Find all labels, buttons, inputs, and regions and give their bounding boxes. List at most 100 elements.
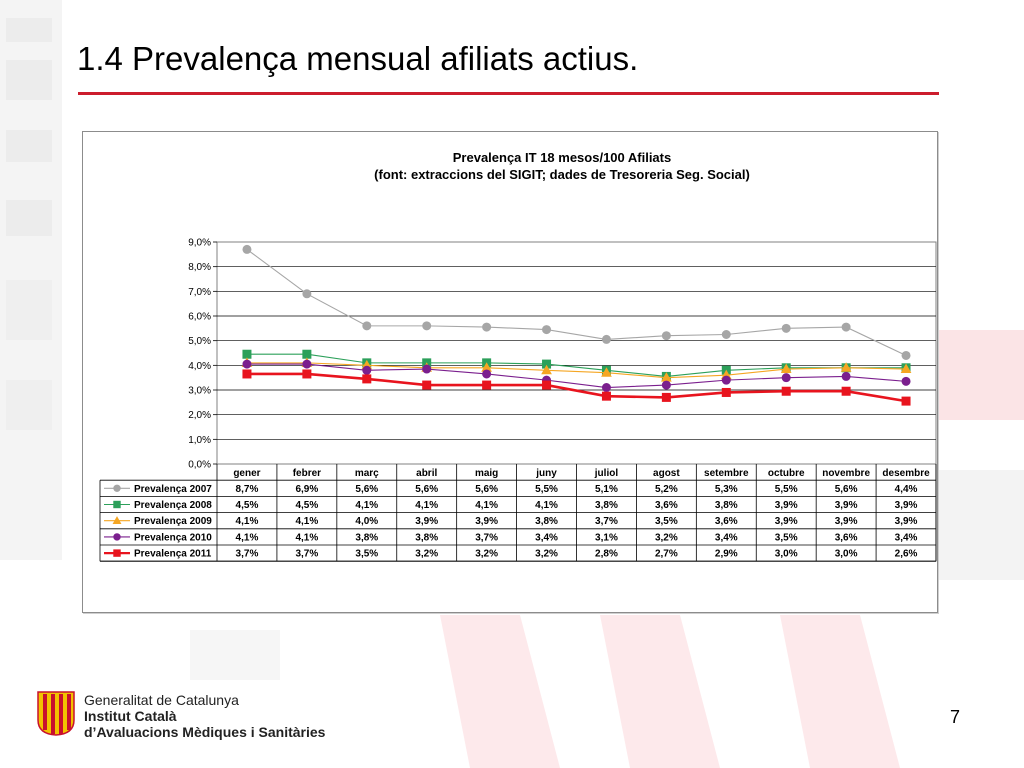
series-marker	[113, 549, 121, 557]
table-value-cell: 5,6%	[415, 484, 438, 495]
legend-series-name: Prevalença 2010	[134, 532, 212, 543]
table-value-cell: 4,1%	[355, 500, 378, 511]
series-line	[246, 248, 907, 356]
table-value-cell: 3,8%	[595, 500, 618, 511]
series-marker	[721, 375, 731, 385]
table-value-cell: 3,5%	[775, 532, 798, 543]
x-category-label: agost	[653, 468, 680, 479]
table-value-cell: 3,2%	[535, 549, 558, 560]
x-category-label: octubre	[768, 468, 805, 479]
series-marker	[781, 373, 791, 383]
chart-title: Prevalença IT 18 mesos/100 Afiliats	[453, 150, 671, 165]
y-tick-label: 2,0%	[188, 410, 211, 421]
series-marker	[781, 386, 791, 396]
series-marker	[781, 323, 791, 333]
series-marker	[362, 321, 372, 331]
series-marker	[901, 350, 911, 360]
y-tick-label: 5,0%	[188, 336, 211, 347]
chart-subtitle: (font: extraccions del SIGIT; dades de T…	[374, 167, 750, 182]
table-value-cell: 3,9%	[835, 500, 858, 511]
table-value-cell: 3,0%	[835, 549, 858, 560]
series-marker	[113, 484, 121, 492]
series-marker	[113, 500, 121, 509]
series-marker	[661, 392, 671, 402]
series-marker	[302, 359, 312, 369]
series-line	[246, 353, 907, 377]
y-tick-label: 6,0%	[188, 312, 211, 323]
title-divider	[78, 92, 939, 95]
table-value-cell: 3,8%	[415, 532, 438, 543]
table-value-cell: 3,8%	[715, 500, 738, 511]
series-marker	[302, 289, 312, 299]
table-value-cell: 4,0%	[355, 516, 378, 527]
series-marker	[482, 322, 492, 332]
table-value-cell: 3,1%	[595, 532, 618, 543]
table-value-cell: 3,9%	[775, 516, 798, 527]
series-marker	[242, 349, 252, 359]
table-value-cell: 2,8%	[595, 549, 618, 560]
table-value-cell: 4,1%	[295, 532, 318, 543]
series-marker	[542, 325, 552, 335]
series-marker	[901, 396, 911, 406]
series-marker	[242, 369, 252, 379]
series-marker	[900, 363, 912, 374]
table-value-cell: 5,5%	[775, 484, 798, 495]
table-value-cell: 6,9%	[295, 484, 318, 495]
table-value-cell: 2,6%	[895, 549, 918, 560]
plot-area	[216, 241, 937, 465]
table-value-cell: 3,2%	[655, 532, 678, 543]
series-marker	[841, 322, 851, 332]
table-value-cell: 5,5%	[535, 484, 558, 495]
page-number: 7	[950, 707, 961, 727]
series-marker	[302, 349, 312, 359]
table-value-cell: 4,1%	[415, 500, 438, 511]
table-value-cell: 3,2%	[415, 549, 438, 560]
table-value-cell: 8,7%	[236, 484, 259, 495]
table-value-cell: 4,5%	[236, 500, 259, 511]
series-marker	[541, 364, 552, 375]
legend-series-name: Prevalença 2007	[134, 484, 212, 495]
table-value-cell: 4,1%	[236, 516, 259, 527]
series-marker	[242, 359, 252, 369]
y-tick-label: 0,0%	[188, 460, 211, 471]
table-value-cell: 3,6%	[835, 532, 858, 543]
series-line	[246, 363, 907, 389]
legend-series-name: Prevalença 2008	[134, 500, 212, 511]
series-marker	[721, 387, 731, 397]
table-value-cell: 3,7%	[236, 549, 259, 560]
table-value-cell: 3,7%	[595, 516, 618, 527]
series-marker	[113, 533, 121, 541]
series-line	[246, 372, 907, 403]
series-marker	[601, 334, 611, 344]
table-value-cell: 4,4%	[895, 484, 918, 495]
table-value-cell: 5,6%	[355, 484, 378, 495]
series-marker	[901, 376, 911, 386]
series-marker	[721, 330, 731, 339]
y-tick-label: 3,0%	[188, 386, 211, 397]
series-marker	[601, 391, 611, 401]
table-value-cell: 3,6%	[655, 500, 678, 511]
table-value-cell: 3,4%	[535, 532, 558, 543]
series-marker	[601, 367, 612, 377]
table-value-cell: 3,9%	[475, 516, 498, 527]
table-value-cell: 4,1%	[535, 500, 558, 511]
table-value-cell: 3,7%	[295, 549, 318, 560]
table-value-cell: 5,6%	[835, 484, 858, 495]
y-tick-label: 8,0%	[188, 262, 211, 273]
table-value-cell: 3,0%	[775, 549, 798, 560]
table-value-cell: 3,5%	[355, 549, 378, 560]
legend-series-name: Prevalença 2009	[134, 516, 212, 527]
table-value-cell: 3,2%	[475, 549, 498, 560]
x-category-label: setembre	[704, 468, 749, 479]
table-value-cell: 4,1%	[295, 516, 318, 527]
series-marker	[422, 321, 432, 331]
org-name-institut: Institut Català	[84, 708, 177, 724]
table-value-cell: 3,9%	[415, 516, 438, 527]
series-marker	[542, 380, 552, 390]
table-value-cell: 3,4%	[715, 532, 738, 543]
x-category-label: novembre	[822, 468, 870, 479]
series-marker	[362, 365, 372, 375]
series-marker	[841, 371, 851, 381]
table-value-cell: 3,9%	[895, 500, 918, 511]
